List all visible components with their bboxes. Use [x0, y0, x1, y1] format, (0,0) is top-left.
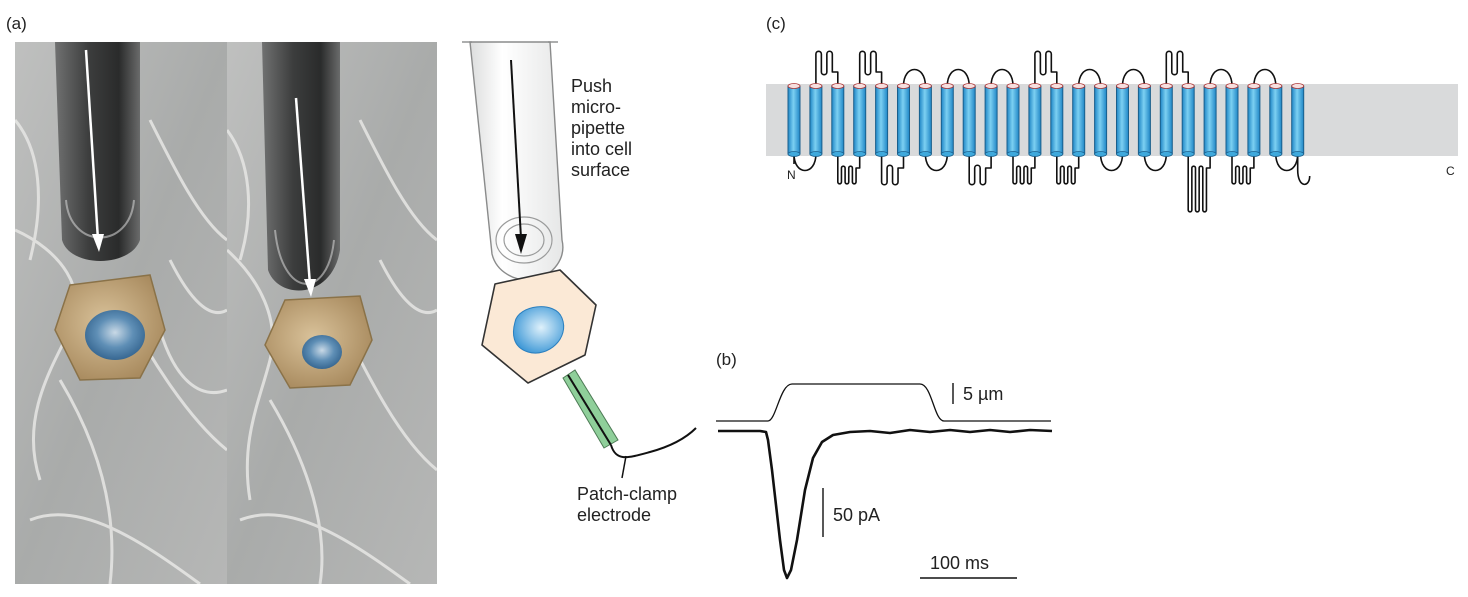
loop-connector: [990, 68, 1014, 87]
loop-connector: [1012, 154, 1036, 185]
loop-connector: [1099, 153, 1124, 172]
loop-connector: [1231, 154, 1255, 185]
pipette-arrow-icon: [510, 59, 527, 254]
scale-label-um: 5 µm: [963, 384, 1004, 404]
loop-connector: [946, 68, 970, 87]
transmembrane-helix: [1269, 83, 1283, 157]
current-trace: [718, 428, 1053, 580]
loop-connector: [837, 154, 861, 185]
transmembrane-helix: [1050, 83, 1064, 157]
transmembrane-helix: [1137, 83, 1151, 157]
loop-connector: [815, 50, 839, 86]
transmembrane-helix: [853, 83, 867, 157]
loop-connector: [1209, 68, 1233, 87]
micrograph-2: [227, 42, 437, 584]
electrode-label: Patch-clamp electrode: [577, 484, 678, 525]
transmembrane-helix: [1028, 83, 1042, 157]
loop-connector: [858, 50, 883, 86]
transmembrane-helix: [809, 83, 823, 157]
transmembrane-helix: [1225, 83, 1239, 157]
push-label: Push micro- pipette into cell surface: [571, 76, 633, 180]
loop-connector: [902, 68, 927, 87]
n-terminus-label: N: [787, 168, 796, 182]
transmembrane-helix: [1116, 83, 1129, 157]
loop-connector: [880, 154, 905, 186]
loop-connector: [924, 153, 949, 172]
transmembrane-helix: [831, 83, 845, 157]
transmembrane-helix: [1006, 83, 1020, 157]
scale-label-ms: 100 ms: [930, 553, 990, 573]
transmembrane-helix: [897, 83, 910, 157]
loop-connector: [1056, 154, 1080, 185]
scale-label-pa: 50 pA: [833, 505, 881, 525]
patch-clamp-electrode: [562, 369, 697, 479]
transmembrane-helix: [1072, 83, 1086, 157]
transmembrane-helix: [1094, 83, 1108, 157]
transmembrane-helix: [875, 83, 889, 157]
loop-connector: [1143, 153, 1168, 172]
transmembrane-helix: [962, 83, 976, 157]
transmembrane-helix: [787, 83, 801, 157]
transmembrane-helix: [1247, 83, 1261, 157]
micrograph-1: [15, 42, 227, 584]
c-terminus-tail: [1296, 154, 1311, 186]
loop-connector: [1034, 50, 1058, 86]
panel-c-label: (c): [766, 14, 786, 33]
c-terminus-label: C: [1446, 164, 1455, 178]
loop-connector: [968, 154, 992, 186]
panel-b-label: (b): [716, 350, 737, 369]
loop-connector: [1165, 50, 1189, 86]
loop-connector: [1121, 68, 1146, 87]
helix-group: [787, 83, 1305, 157]
membrane-band: [766, 84, 1458, 156]
loop-connector: [1253, 68, 1277, 87]
stimulus-trace: [716, 383, 1051, 422]
transmembrane-helix: [918, 83, 932, 157]
transmembrane-helix: [984, 83, 998, 157]
loop-connectors: [793, 50, 1311, 213]
loop-connector: [1077, 68, 1102, 87]
loop-connector: [1187, 154, 1211, 213]
transmembrane-helix: [1159, 83, 1173, 157]
transmembrane-helix: [1181, 83, 1195, 157]
transmembrane-helix: [1291, 83, 1305, 157]
transmembrane-helix: [940, 83, 954, 157]
cell-schematic: [481, 269, 597, 384]
transmembrane-helix: [1203, 83, 1217, 157]
panel-a-label: (a): [6, 14, 27, 33]
